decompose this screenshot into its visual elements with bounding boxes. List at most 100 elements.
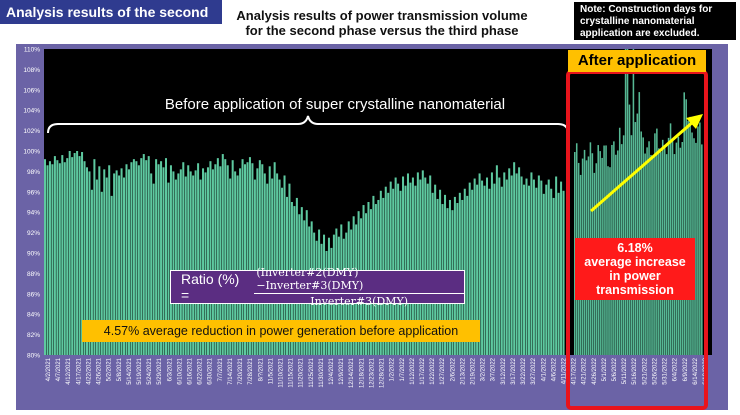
x-tick-label: 6/4/2022: [673, 357, 679, 381]
bar: [402, 176, 405, 355]
bar: [510, 175, 513, 355]
x-tick-label: 5/19/2021: [137, 357, 143, 384]
bar: [68, 151, 71, 355]
x-tick-label: 4/11/2022: [562, 357, 568, 384]
bar: [48, 161, 51, 355]
x-tick-label: 2/19/2022: [471, 357, 477, 384]
y-tick-label: 92%: [27, 230, 40, 237]
bar: [229, 178, 232, 355]
bar: [271, 178, 274, 355]
bar: [537, 175, 540, 355]
note-box: Note: Construction days for crystalline …: [574, 2, 736, 40]
x-tick-label: 11/30/2021: [319, 357, 325, 387]
bar: [574, 152, 576, 355]
x-tick-label: 6/22/2021: [198, 357, 204, 384]
bar: [184, 176, 187, 355]
bar: [204, 172, 207, 355]
bar: [540, 180, 543, 355]
formula-denominator: Inverter#3(DMY): [310, 295, 409, 308]
bar: [179, 169, 182, 355]
y-tick-label: 94%: [27, 210, 40, 217]
bar: [76, 151, 79, 355]
bar: [110, 195, 113, 355]
chart-title-line2: for the second phase versus the third ph…: [245, 23, 519, 38]
formula-fraction: (Inverter#2(DMY)−Inverter#3(DMY) Inverte…: [254, 266, 464, 308]
bar: [508, 168, 511, 355]
bar: [261, 164, 264, 355]
x-tick-label: 11/5/2021: [268, 357, 274, 384]
bar: [169, 165, 172, 355]
bar: [626, 49, 629, 355]
y-tick-label: 110%: [24, 47, 40, 54]
bar: [476, 184, 479, 355]
ratio-formula: Ratio (%) = (Inverter#2(DMY)−Inverter#3(…: [170, 266, 465, 308]
bar: [557, 192, 560, 355]
bar: [419, 179, 422, 355]
bar: [187, 165, 190, 355]
bar: [105, 177, 108, 355]
bar: [85, 167, 88, 355]
bar: [434, 184, 437, 355]
bar: [547, 179, 550, 355]
x-tick-label: 5/2/2021: [107, 357, 113, 381]
increase-text-3: transmission: [596, 283, 674, 297]
y-tick-label: 106%: [23, 87, 40, 94]
bar: [256, 168, 259, 355]
bar: [542, 193, 545, 355]
bar: [523, 184, 526, 355]
x-tick-label: 4/17/2021: [76, 357, 82, 384]
bar: [389, 181, 392, 355]
bar: [157, 164, 160, 355]
bar: [493, 183, 496, 355]
x-tick-label: 4/26/2022: [592, 357, 598, 384]
bar: [560, 181, 563, 355]
bar: [426, 183, 429, 355]
y-tick-label: 86%: [27, 291, 40, 298]
x-tick-label: 5/21/2022: [642, 357, 648, 384]
before-application-label: Before application of super crystalline …: [164, 96, 506, 113]
x-tick-label: 5/26/2022: [653, 357, 659, 384]
bar: [46, 165, 49, 355]
y-tick-label: 90%: [27, 251, 40, 258]
bar: [545, 184, 548, 355]
chart-title: Analysis results of power transmission v…: [222, 8, 542, 38]
bar: [221, 154, 224, 355]
bar: [483, 185, 486, 355]
x-tick-label: 12/4/2021: [329, 357, 335, 384]
bar: [471, 189, 474, 355]
trend-arrow-line: [590, 119, 695, 213]
bar: [182, 162, 185, 355]
bar: [632, 49, 635, 355]
bar: [406, 173, 409, 355]
x-tick-label: 4/1/2022: [541, 357, 547, 381]
x-tick-label: 12/23/2021: [369, 357, 375, 388]
bar: [189, 171, 192, 355]
bar: [687, 120, 689, 355]
bar: [505, 179, 508, 355]
note-line1: Note: Construction days for: [580, 4, 713, 15]
bar: [278, 179, 281, 355]
bar: [211, 169, 214, 355]
bar: [78, 156, 81, 355]
chart-title-line1: Analysis results of power transmission v…: [236, 8, 528, 23]
bar: [239, 168, 242, 355]
x-tick-label: 12/9/2021: [339, 357, 345, 384]
bar: [125, 164, 128, 355]
bar: [142, 154, 145, 355]
bar: [500, 186, 503, 355]
x-tick-label: 2/6/2022: [450, 357, 456, 381]
bar: [244, 164, 247, 355]
x-tick-label: 8/?/2021: [258, 357, 264, 381]
bar: [624, 49, 627, 355]
bar: [273, 162, 276, 355]
bar: [56, 160, 59, 355]
x-tick-label: 5/11/2022: [622, 357, 628, 384]
before-brace: [47, 115, 569, 134]
bar: [234, 171, 237, 355]
bar: [140, 158, 143, 355]
bar: [248, 157, 251, 355]
bar: [394, 177, 397, 355]
bar: [172, 171, 175, 355]
bar: [411, 177, 414, 355]
y-tick-label: 100%: [23, 149, 40, 156]
